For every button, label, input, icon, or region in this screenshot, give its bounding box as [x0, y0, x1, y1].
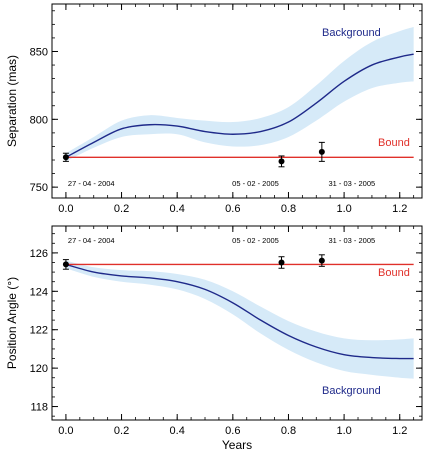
plot-frame — [51, 225, 423, 421]
x-tick-label: 1.0 — [336, 425, 351, 437]
x-tick-label: 0.0 — [58, 203, 73, 215]
y-tick-label: 126 — [30, 248, 48, 260]
x-tick-label: 0.8 — [281, 203, 296, 215]
x-tick-label: 0.6 — [225, 425, 240, 437]
x-tick-label: 1.2 — [392, 425, 407, 437]
x-tick-label: 0.2 — [114, 203, 129, 215]
data-point — [318, 257, 325, 264]
legend-label-bound: Bound — [378, 267, 410, 279]
y-tick-label: 122 — [30, 325, 48, 337]
y-tick-label: 750 — [30, 182, 48, 194]
legend-label-bound: Bound — [378, 137, 410, 149]
legend-label-background: Background — [322, 27, 381, 39]
legend-label-background: Background — [322, 385, 381, 397]
date-label: 05 - 02 - 2005 — [232, 236, 279, 245]
y-tick-label: 850 — [30, 46, 48, 58]
date-label: 31 - 03 - 2005 — [328, 236, 375, 245]
x-tick-label: 0.0 — [58, 425, 73, 437]
data-point — [278, 158, 285, 165]
series-background-uncertainty-band — [65, 27, 414, 162]
x-tick-label: 0.4 — [170, 203, 185, 215]
x-tick-label: 0.8 — [281, 425, 296, 437]
date-label: 27 - 04 - 2004 — [68, 179, 115, 188]
plot-area — [65, 27, 414, 162]
y-tick-label: 800 — [30, 114, 48, 126]
y-tick-label: 124 — [30, 286, 48, 298]
x-tick-label: 0.2 — [114, 425, 129, 437]
x-tick-label: 0.4 — [170, 425, 185, 437]
data-point — [318, 148, 325, 155]
panel-separation: 27 - 04 - 2004 05 - 02 - 2005 31 - 03 - 20… — [5, 3, 423, 215]
y-tick-label: 118 — [30, 402, 48, 414]
series-background-line — [65, 53, 414, 158]
x-axis-title: Years — [222, 438, 252, 452]
date-label: 31 - 03 - 2005 — [328, 179, 375, 188]
plot-area — [65, 260, 414, 379]
data-point — [62, 154, 69, 161]
x-tick-label: 0.6 — [225, 203, 240, 215]
y-axis-title: Separation (mas) — [5, 55, 19, 147]
data-point — [62, 261, 69, 268]
x-tick-label: 1.0 — [336, 203, 351, 215]
y-axis-title: Position Angle (°) — [5, 277, 19, 369]
y-tick-label: 120 — [30, 363, 48, 375]
panel-position-angle: 27 - 04 - 2004 05 - 02 - 2005 31 - 03 - 20… — [5, 225, 423, 452]
series-background-line — [65, 263, 414, 360]
date-label: 05 - 02 - 2005 — [232, 179, 279, 188]
series-background-uncertainty-band — [65, 260, 414, 379]
x-tick-label: 1.2 — [392, 203, 407, 215]
plot-frame — [51, 3, 423, 199]
data-point — [278, 259, 285, 266]
date-label: 27 - 04 - 2004 — [68, 236, 115, 245]
